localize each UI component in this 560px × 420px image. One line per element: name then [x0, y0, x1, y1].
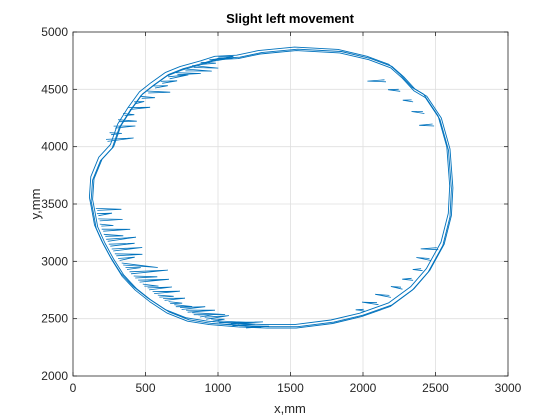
- x-axis-ticks: 0 500 1000 1500 2000 2500 3000: [70, 32, 522, 395]
- trajectory-line: [88, 46, 451, 326]
- y-tick-label: 2500: [41, 312, 68, 326]
- y-tick-label: 3000: [41, 254, 68, 268]
- y-tick-label: 4500: [41, 82, 68, 96]
- y-axis-label: y,mm: [28, 189, 43, 220]
- y-tick-label: 5000: [41, 25, 68, 39]
- grid-lines: [73, 32, 508, 376]
- x-tick-label: 0: [70, 381, 77, 395]
- y-tick-label: 3500: [41, 197, 68, 211]
- y-tick-label: 2000: [41, 369, 68, 383]
- x-tick-label: 1500: [277, 381, 304, 395]
- y-tick-label: 4000: [41, 140, 68, 154]
- x-tick-label: 1000: [205, 381, 232, 395]
- y-axis-ticks: 2000 2500 3000 3500 4000 4500 5000: [41, 25, 508, 383]
- x-tick-label: 500: [135, 381, 155, 395]
- chart-title: Slight left movement: [226, 11, 355, 26]
- x-tick-label: 3000: [495, 381, 522, 395]
- trajectory-line: [90, 50, 452, 329]
- x-tick-label: 2000: [350, 381, 377, 395]
- trajectory-line: [92, 48, 454, 328]
- x-tick-label: 2500: [422, 381, 449, 395]
- trajectory-noise-spikes: [95, 55, 439, 329]
- plot-area: [88, 46, 454, 329]
- x-axis-label: x,mm: [274, 401, 306, 416]
